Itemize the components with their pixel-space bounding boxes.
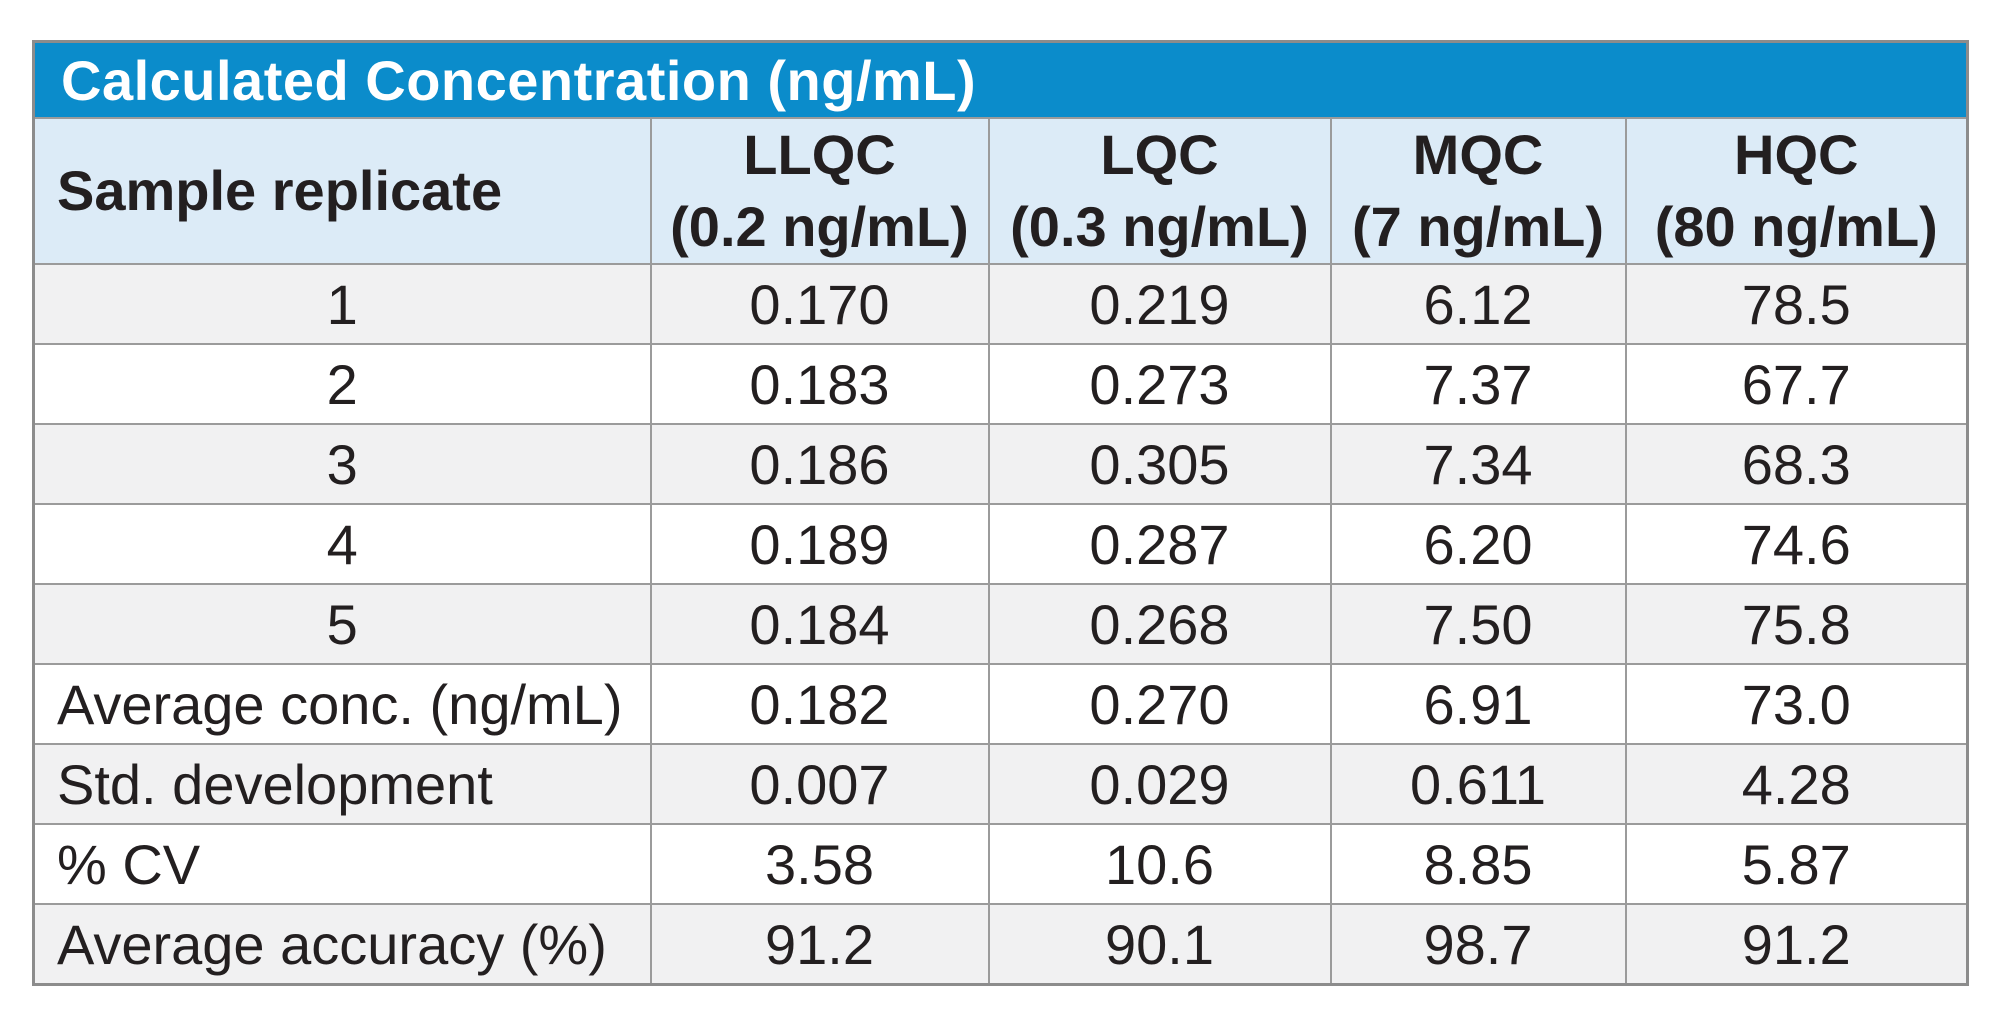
table-cell: 4.28	[1624, 743, 1969, 825]
table-cell: 0.273	[987, 343, 1332, 425]
row-label: Std. development	[32, 743, 652, 825]
table-cell: 6.20	[1329, 503, 1627, 585]
table-cell: 0.611	[1329, 743, 1627, 825]
table-cell: 98.7	[1329, 903, 1627, 986]
table-cell: 0.287	[987, 503, 1332, 585]
column-header-lqc: LQC (0.3 ng/mL)	[987, 117, 1332, 265]
table-cell: 8.85	[1329, 823, 1627, 905]
table-row-replicate-1: 1 0.170 0.219 6.12 78.5	[32, 263, 1969, 345]
table-cell: 0.184	[649, 583, 990, 665]
table-row-replicate-2: 2 0.183 0.273 7.37 67.7	[32, 343, 1969, 425]
table-cell: 6.91	[1329, 663, 1627, 745]
table-row-replicate-5: 5 0.184 0.268 7.50 75.8	[32, 583, 1969, 665]
table-cell: 91.2	[1624, 903, 1969, 986]
table-cell: 3.58	[649, 823, 990, 905]
table-cell: 90.1	[987, 903, 1332, 986]
column-header-row: Sample replicate LLQC (0.2 ng/mL) LQC (0…	[32, 117, 1969, 265]
table-cell: 0.219	[987, 263, 1332, 345]
table-cell: 5.87	[1624, 823, 1969, 905]
row-label: 1	[32, 263, 652, 345]
table-cell: 0.189	[649, 503, 990, 585]
column-name: HQC	[1734, 123, 1859, 186]
table-cell: 91.2	[649, 903, 990, 986]
row-label: Average accuracy (%)	[32, 903, 652, 986]
column-concentration: (0.2 ng/mL)	[670, 195, 969, 258]
table-cell: 67.7	[1624, 343, 1969, 425]
table-row-std-development: Std. development 0.007 0.029 0.611 4.28	[32, 743, 1969, 825]
row-label: % CV	[32, 823, 652, 905]
column-name: MQC	[1412, 123, 1544, 186]
column-header-mqc: MQC (7 ng/mL)	[1329, 117, 1627, 265]
table-cell: 0.270	[987, 663, 1332, 745]
table-cell: 0.186	[649, 423, 990, 505]
table-row-cv: % CV 3.58 10.6 8.85 5.87	[32, 823, 1969, 905]
table-cell: 0.305	[987, 423, 1332, 505]
table-cell: 0.182	[649, 663, 990, 745]
row-label: Average conc. (ng/mL)	[32, 663, 652, 745]
table-cell: 6.12	[1329, 263, 1627, 345]
table-row-average-accuracy: Average accuracy (%) 91.2 90.1 98.7 91.2	[32, 903, 1969, 986]
table-cell: 78.5	[1624, 263, 1969, 345]
table-cell: 75.8	[1624, 583, 1969, 665]
row-label: 5	[32, 583, 652, 665]
table-cell: 7.50	[1329, 583, 1627, 665]
table-row-replicate-4: 4 0.189 0.287 6.20 74.6	[32, 503, 1969, 585]
column-concentration: (0.3 ng/mL)	[1010, 195, 1309, 258]
table-cell: 73.0	[1624, 663, 1969, 745]
column-header-hqc: HQC (80 ng/mL)	[1624, 117, 1969, 265]
row-label: 4	[32, 503, 652, 585]
table-title: Calculated Concentration (ng/mL)	[32, 40, 1969, 119]
table-cell: 74.6	[1624, 503, 1969, 585]
calculated-concentration-table: Calculated Concentration (ng/mL) Sample …	[32, 40, 1970, 986]
table-row-average-conc: Average conc. (ng/mL) 0.182 0.270 6.91 7…	[32, 663, 1969, 745]
table-cell: 0.007	[649, 743, 990, 825]
column-header-sample-replicate: Sample replicate	[32, 117, 652, 265]
table-cell: 7.34	[1329, 423, 1627, 505]
column-name: LLQC	[743, 123, 896, 186]
row-label: 3	[32, 423, 652, 505]
title-row: Calculated Concentration (ng/mL)	[32, 40, 1969, 119]
table-cell: 7.37	[1329, 343, 1627, 425]
table-cell: 0.170	[649, 263, 990, 345]
table-row-replicate-3: 3 0.186 0.305 7.34 68.3	[32, 423, 1969, 505]
column-header-llqc: LLQC (0.2 ng/mL)	[649, 117, 990, 265]
table-cell: 0.029	[987, 743, 1332, 825]
column-concentration: (80 ng/mL)	[1654, 195, 1938, 258]
column-name: LQC	[1100, 123, 1219, 186]
table-cell: 0.268	[987, 583, 1332, 665]
table-cell: 68.3	[1624, 423, 1969, 505]
table-cell: 0.183	[649, 343, 990, 425]
row-label: 2	[32, 343, 652, 425]
column-concentration: (7 ng/mL)	[1352, 195, 1604, 258]
table-cell: 10.6	[987, 823, 1332, 905]
